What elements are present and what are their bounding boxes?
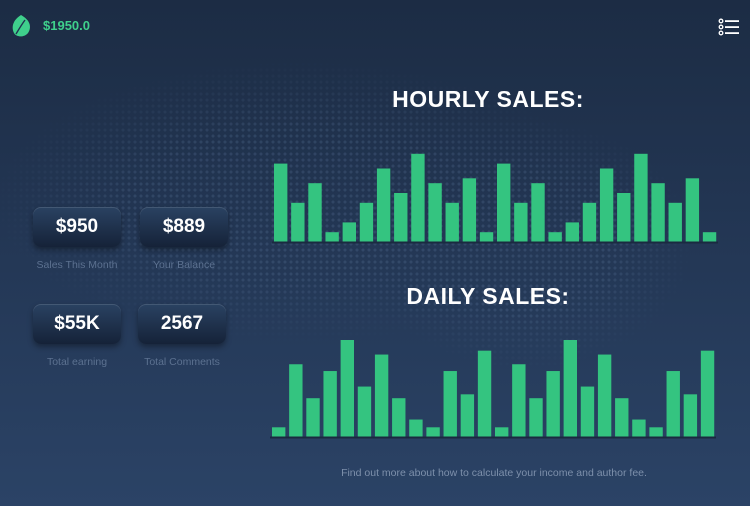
chart-bar [274,163,288,242]
chart-bar [411,153,425,242]
stat-label: Total Comments [144,356,220,368]
chart-bar [291,202,305,242]
chart-bar [546,371,560,437]
chart-bar [683,394,698,437]
chart-bar [357,386,372,437]
chart-bar [308,183,322,242]
chart-bar [376,168,391,242]
hourly-sales-chart [272,153,718,244]
stat-card-button[interactable]: $55K [33,304,121,344]
chart-bar [632,419,646,437]
chart-bar [340,340,354,437]
chart-bar [342,222,356,242]
stat-card-button[interactable]: 2567 [138,304,226,344]
chart-bar [359,202,374,242]
chart-bar [563,340,577,437]
daily-sales-title: DAILY SALES: [406,283,570,309]
chart-bar [651,183,665,242]
chart-bar [666,371,680,437]
chart-bar [700,350,715,437]
chart-bar [460,394,475,437]
stat-label: Your Balance [152,259,216,271]
chart-bar [668,202,682,242]
chart-bar [512,364,526,437]
chart-bar [462,178,477,242]
chart-bar [597,354,612,437]
stat-label: Total earning [46,356,108,368]
chart-bar [443,371,457,437]
chart-bar [582,202,597,242]
chart-bar [531,183,545,242]
chart-bar [495,427,509,437]
chart-bar [409,419,423,437]
chart-bar [649,427,663,437]
income-info-note: Find out more about how to calculate you… [341,467,647,479]
balance-amount: $1950.0 [43,18,90,33]
chart-bar [599,168,614,242]
chart-bar [617,193,631,242]
daily-sales-chart [270,340,716,439]
chart-bar [306,398,320,437]
chart-bar [325,232,339,242]
chart-bar [514,202,528,242]
chart-bar [374,354,389,437]
chart-bar [479,232,494,242]
chart-bar [580,386,595,437]
stat-sales-this-month: $950 Sales This Month [29,207,125,271]
chart-bar [685,178,700,242]
chart-bar [394,193,408,242]
leaf-icon [12,15,30,37]
chart-bar [323,371,337,437]
chart-bar [445,202,459,242]
stat-card-button[interactable]: $950 [33,207,121,247]
stat-total-comments: 2567 Total Comments [134,304,230,368]
chart-bar [289,364,303,437]
stat-card-button[interactable]: $889 [140,207,228,247]
chart-bar [426,427,440,437]
stat-total-earning: $55K Total earning [29,304,125,368]
chart-bar [392,398,406,437]
top-bar: $1950.0 [0,0,750,52]
stat-your-balance: $889 Your Balance [136,207,232,271]
chart-bar [634,153,648,242]
chart-bar [477,350,492,437]
chart-bar [702,232,717,242]
chart-bar [548,232,562,242]
chart-bar [272,427,286,437]
chart-bar [497,163,511,242]
hourly-sales-title: HOURLY SALES: [392,86,584,112]
stat-label: Sales This Month [36,259,118,271]
chart-bar [428,183,442,242]
chart-bar [529,398,543,437]
chart-bar [615,398,629,437]
list-menu-icon[interactable] [718,18,740,36]
chart-bar [565,222,579,242]
